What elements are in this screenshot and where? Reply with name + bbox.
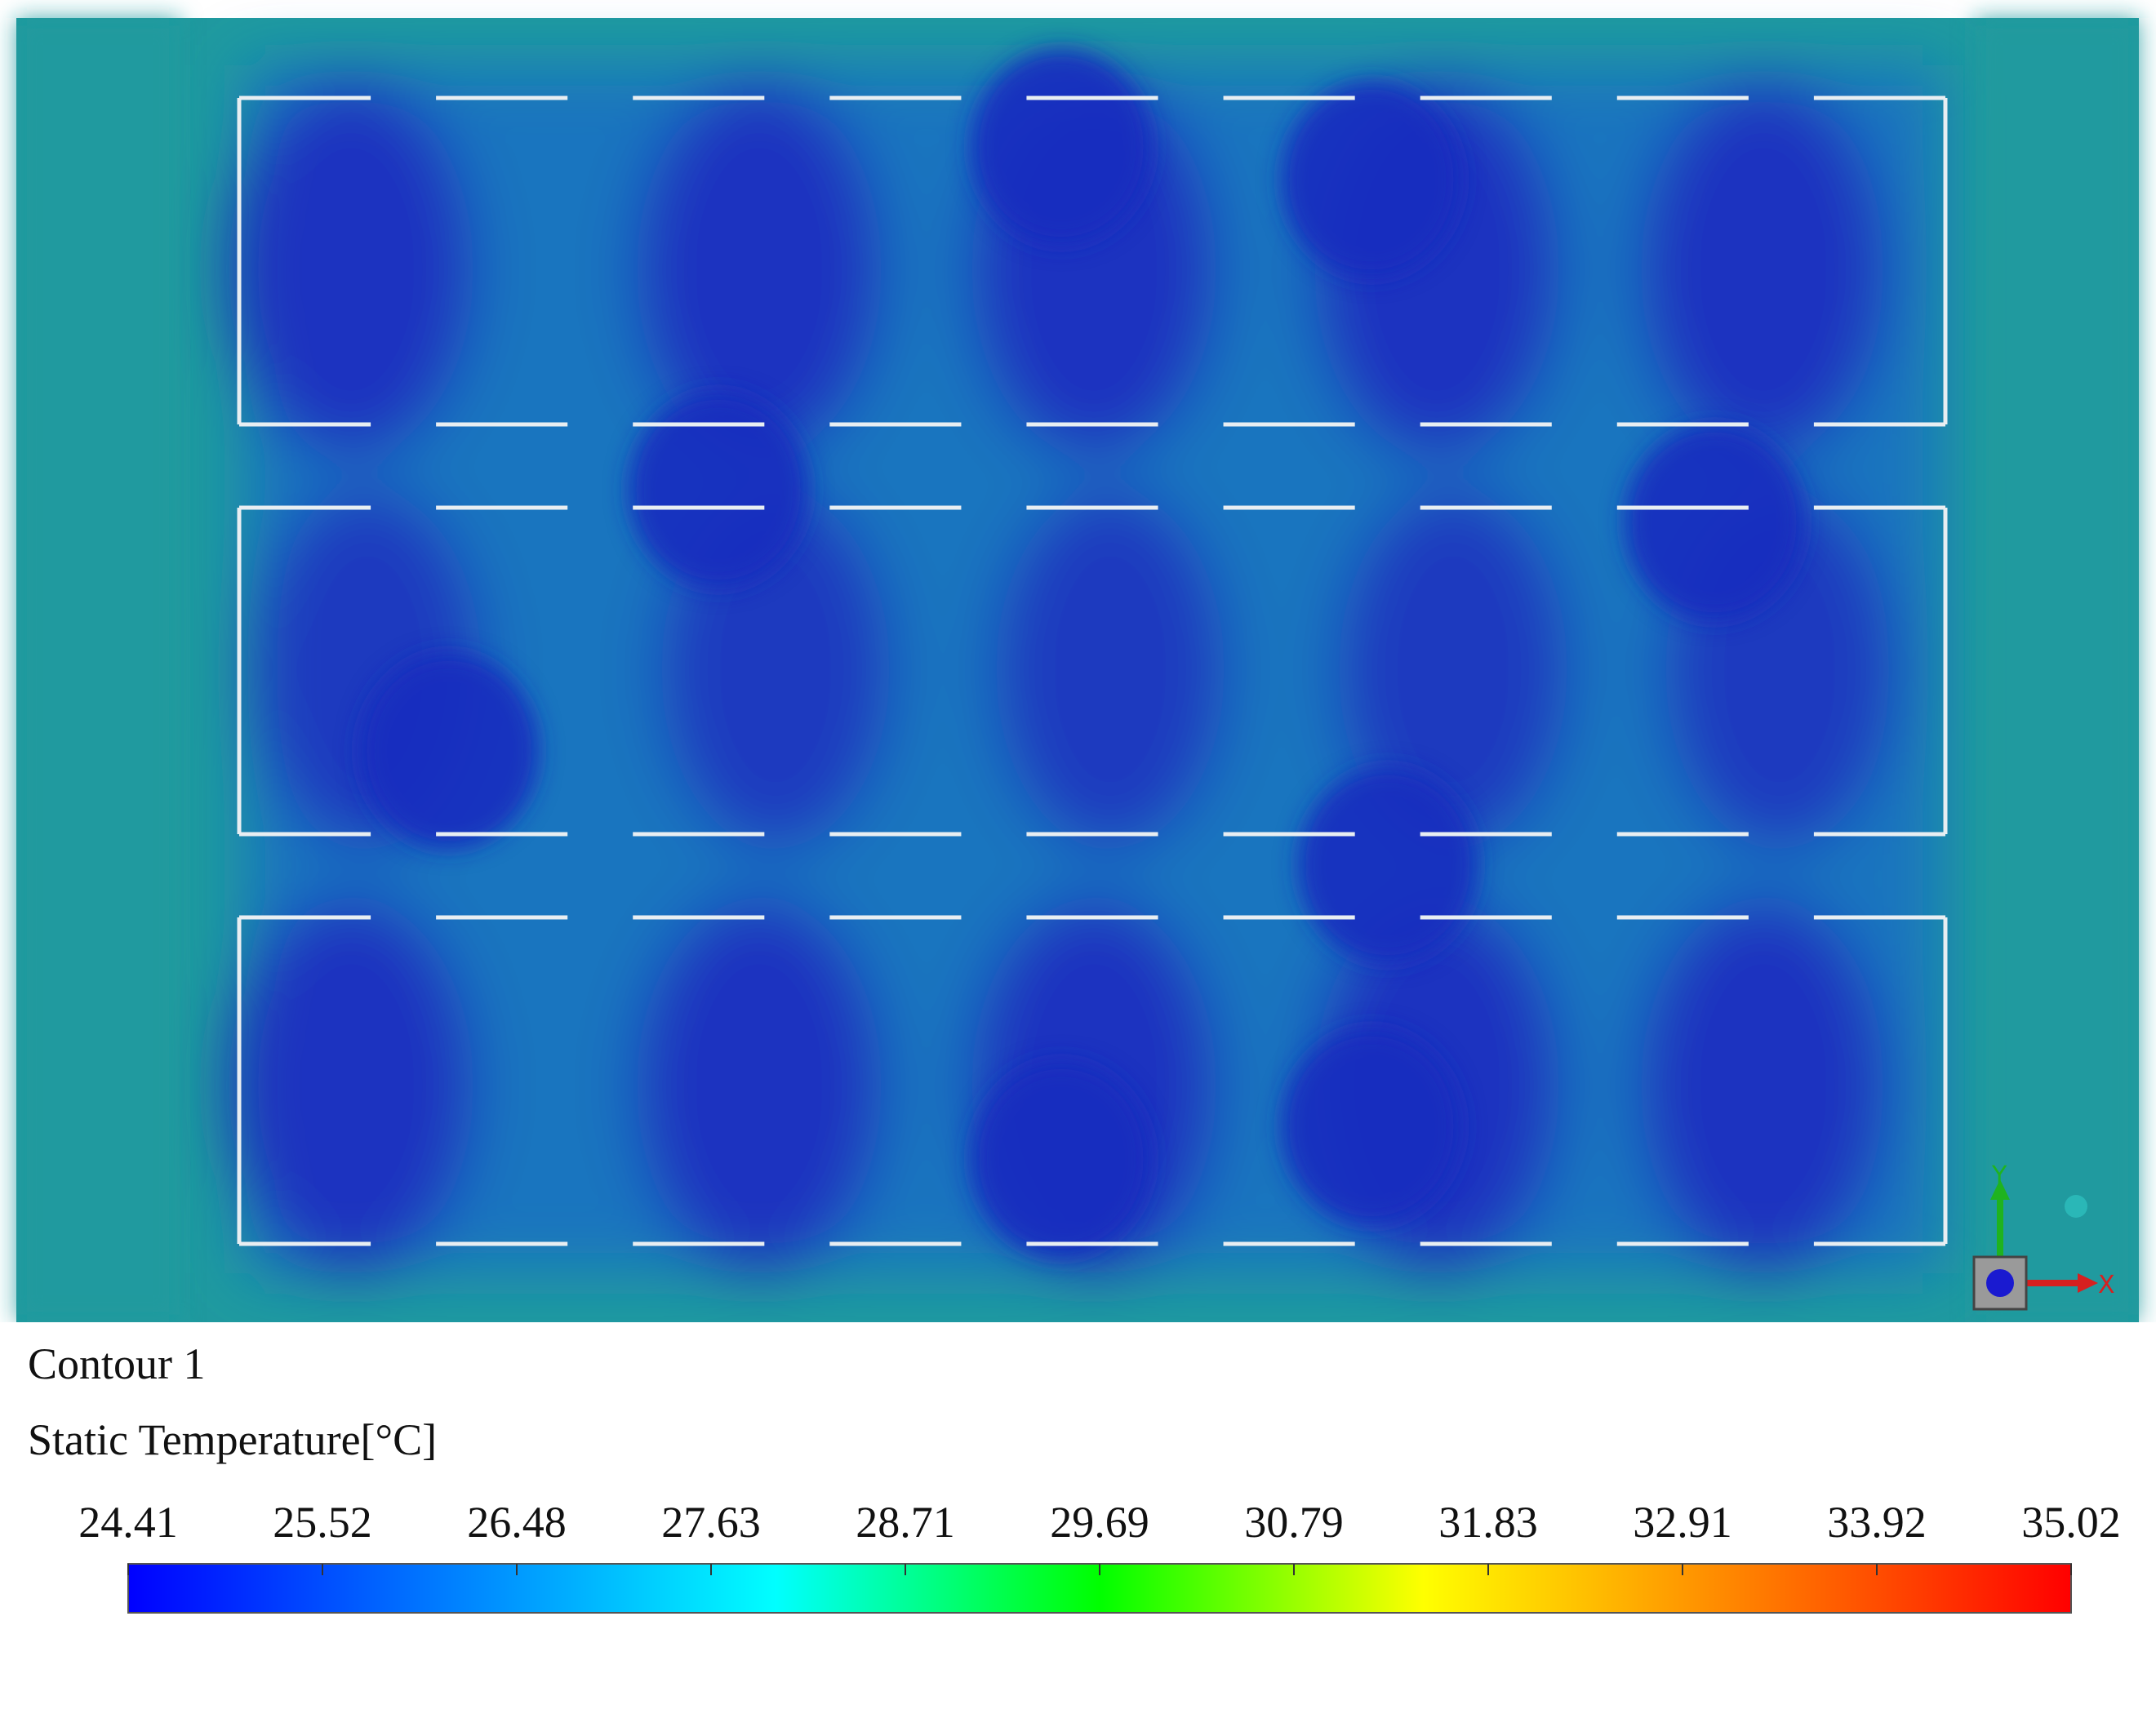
contour-title: Contour 1 [28, 1339, 206, 1388]
colorbar-variable-label: Static Temperature[°C] [28, 1415, 438, 1464]
colorbar-tick-label: 24.41 [78, 1498, 178, 1547]
colorbar-tick-label: 33.92 [1827, 1498, 1927, 1547]
axis-triad: YX [1972, 1161, 2115, 1311]
rack-row-outline [237, 505, 1948, 837]
colorbar-tick-label: 28.71 [856, 1498, 955, 1547]
rack-row-outline [237, 95, 1948, 427]
colorbar-tick-label: 26.48 [467, 1498, 567, 1547]
colorbar-tick-label: 32.91 [1633, 1498, 1732, 1547]
temperature-contour-plot: YX [16, 18, 2139, 1322]
colorbar-tick-label: 27.63 [661, 1498, 761, 1547]
triad-y-label: Y [1991, 1161, 2007, 1190]
triad-x-label: X [2098, 1271, 2115, 1299]
colorbar-tick-label: 29.69 [1050, 1498, 1149, 1547]
colorbar-tick-label: 31.83 [1438, 1498, 1538, 1547]
colorbar-tick-label: 25.52 [273, 1498, 372, 1547]
colorbar-tick-label: 35.02 [2021, 1498, 2121, 1547]
colorbar-tick-label: 30.79 [1244, 1498, 1344, 1547]
rack-row-outline [237, 915, 1948, 1246]
colorbar [127, 1563, 2072, 1614]
